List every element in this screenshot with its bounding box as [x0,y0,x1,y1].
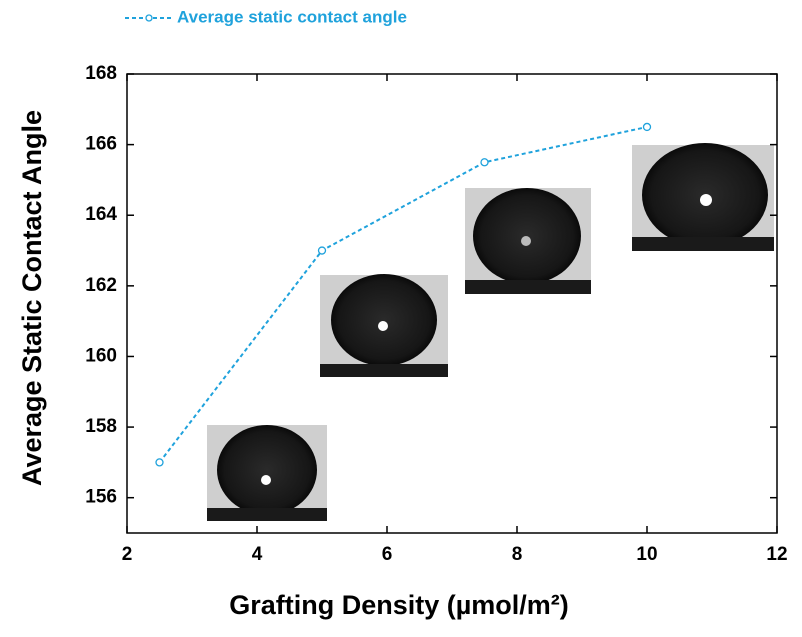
x-axis-label: Grafting Density (µmol/m²) [229,590,569,620]
data-point [319,247,326,254]
x-tick-label: 10 [636,544,657,565]
x-tick-label: 4 [252,544,263,565]
data-point [644,123,651,130]
droplet [632,143,774,251]
y-tick-label: 156 [85,487,117,508]
droplet [465,188,591,294]
droplet [320,274,448,377]
legend-label: Average static contact angle [177,7,407,26]
y-axis-label: Average Static Contact Angle [17,110,47,486]
x-tick-label: 6 [382,544,393,565]
y-tick-label: 166 [85,134,117,155]
x-tick-label: 2 [122,544,133,565]
data-point [156,459,163,466]
x-tick-label: 8 [512,544,523,565]
droplet-images [207,143,774,521]
x-tick-label: 12 [766,544,787,565]
legend-marker [146,15,152,21]
y-tick-label: 168 [85,63,117,84]
y-tick-label: 164 [85,204,117,225]
droplet [207,425,327,521]
y-tick-label: 160 [85,345,117,366]
y-tick-label: 158 [85,416,117,437]
y-tick-label: 162 [85,275,117,296]
data-point [481,159,488,166]
chart: Grafting Density (µmol/m²) Average Stati… [0,0,802,632]
